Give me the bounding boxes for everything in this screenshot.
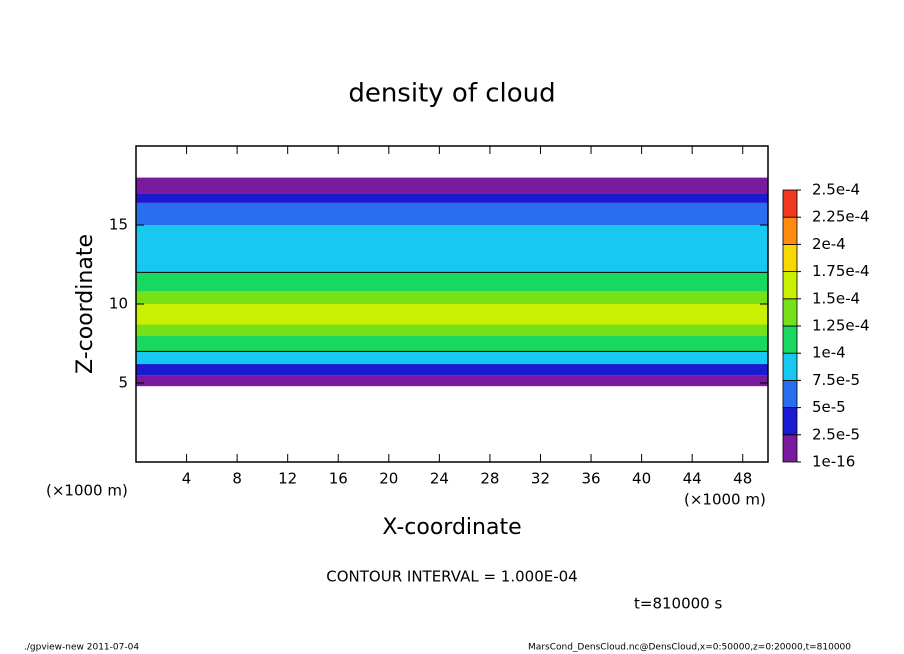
colorbar-box bbox=[782, 434, 798, 463]
colorbar-label: 1e-4 bbox=[812, 344, 846, 362]
colorbar-label: 1.25e-4 bbox=[812, 317, 870, 335]
density-band bbox=[136, 324, 768, 336]
colorbar-box bbox=[782, 243, 798, 272]
density-band bbox=[136, 202, 768, 225]
colorbar-box bbox=[782, 216, 798, 245]
colorbar-box bbox=[782, 407, 798, 436]
density-band bbox=[136, 335, 768, 352]
colorbar-box bbox=[782, 352, 798, 381]
x-tick-label: 44 bbox=[683, 470, 702, 488]
y-axis-label: Z-coordinate bbox=[73, 234, 98, 374]
colorbar-label: 2.25e-4 bbox=[812, 208, 870, 226]
time-label: t=810000 s bbox=[634, 595, 722, 613]
footer-right: MarsCond_DensCloud.nc@DensCloud,x=0:5000… bbox=[528, 643, 851, 653]
x-tick-label: 16 bbox=[329, 470, 348, 488]
colorbar-label: 5e-5 bbox=[812, 398, 846, 416]
density-band bbox=[136, 375, 768, 387]
y-tick-label: 5 bbox=[118, 374, 128, 392]
density-band bbox=[136, 225, 768, 273]
density-band bbox=[136, 364, 768, 376]
colorbar-label: 2.5e-5 bbox=[812, 425, 860, 443]
x-tick-label: 12 bbox=[278, 470, 297, 488]
y-tick-label: 15 bbox=[109, 216, 128, 234]
colorbar-label: 1.75e-4 bbox=[812, 262, 870, 280]
y-tick-label: 10 bbox=[109, 295, 128, 313]
density-band bbox=[136, 193, 768, 203]
colorbar-label: 1e-16 bbox=[812, 453, 855, 471]
x-tick-label: 8 bbox=[232, 470, 242, 488]
colorbar-box bbox=[782, 379, 798, 408]
x-tick-label: 32 bbox=[531, 470, 550, 488]
x-tick-label: 40 bbox=[632, 470, 651, 488]
colorbar-label: 7.5e-5 bbox=[812, 371, 860, 389]
density-band bbox=[136, 351, 768, 365]
colorbar-label: 2.5e-4 bbox=[812, 181, 860, 199]
colorbar-label: 1.5e-4 bbox=[812, 289, 860, 307]
chart-title: density of cloud bbox=[348, 79, 555, 109]
contour-interval: CONTOUR INTERVAL = 1.000E-04 bbox=[326, 568, 577, 586]
footer-left: ./gpview-new 2011-07-04 bbox=[24, 643, 139, 653]
density-band bbox=[136, 291, 768, 304]
colorbar-box bbox=[782, 298, 798, 327]
x-tick-label: 20 bbox=[379, 470, 398, 488]
density-band bbox=[136, 272, 768, 292]
density-band bbox=[136, 177, 768, 194]
x-unit-right: (×1000 m) bbox=[684, 491, 766, 509]
x-tick-label: 4 bbox=[182, 470, 192, 488]
colorbar-box bbox=[782, 271, 798, 300]
colorbar-label: 2e-4 bbox=[812, 235, 846, 253]
x-tick-label: 48 bbox=[733, 470, 752, 488]
x-tick-label: 28 bbox=[480, 470, 499, 488]
x-unit-left: (×1000 m) bbox=[46, 482, 128, 500]
x-axis-label: X-coordinate bbox=[382, 515, 521, 540]
x-tick-label: 24 bbox=[430, 470, 449, 488]
colorbar-box bbox=[782, 189, 798, 218]
colorbar-box bbox=[782, 325, 798, 354]
x-tick-label: 36 bbox=[581, 470, 600, 488]
density-band bbox=[136, 304, 768, 325]
